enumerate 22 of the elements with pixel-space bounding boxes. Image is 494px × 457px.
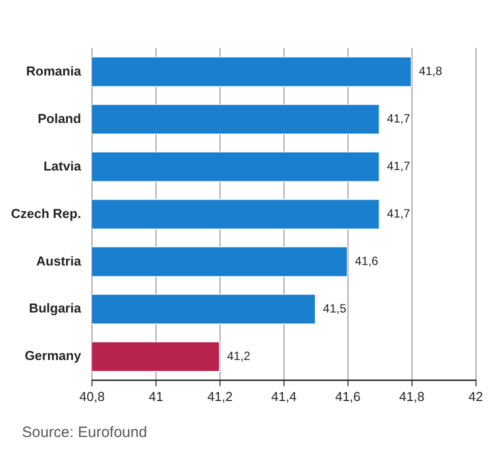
x-tick-label: 41,4	[271, 388, 297, 404]
x-tick-label: 41	[148, 388, 164, 404]
data-label: 41,6	[354, 254, 379, 268]
y-tick-label: Austria	[36, 253, 82, 268]
y-tick-label: Romania	[26, 63, 82, 78]
x-tick-label: 41,2	[207, 388, 233, 404]
x-tick-label: 42	[468, 388, 484, 404]
data-label: 41,7	[386, 159, 411, 174]
data-label: 41,5	[322, 301, 347, 316]
x-tick-label: 41,6	[335, 388, 361, 404]
source-note: Source: Eurofound	[22, 424, 148, 441]
data-label: 41,8	[418, 64, 442, 78]
data-label: 41,2	[226, 348, 251, 363]
y-tick-label: Latvia	[43, 158, 82, 174]
data-label: 41,7	[386, 112, 411, 126]
data-label: 41,7	[386, 206, 411, 221]
y-tick-label: Poland	[38, 110, 82, 126]
x-tick-label: 40,8	[79, 388, 105, 404]
y-tick-label: Bulgaria	[29, 300, 82, 316]
x-tick-label: 41,8	[399, 388, 424, 404]
y-tick-label: Czech Rep.	[10, 206, 82, 221]
y-tick-label: Germany	[24, 348, 82, 364]
